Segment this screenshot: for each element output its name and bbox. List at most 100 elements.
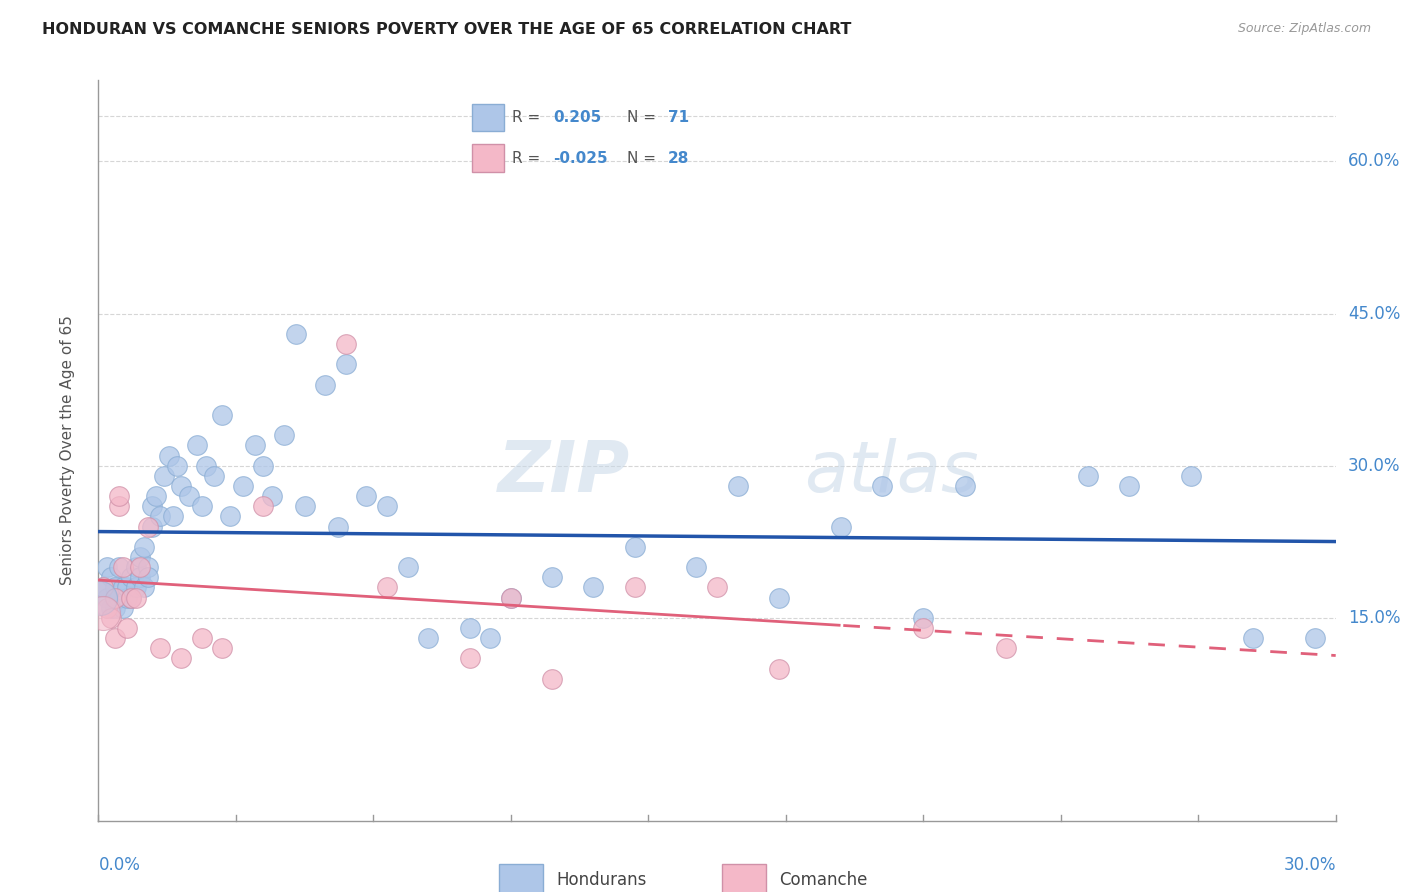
Text: 0.0%: 0.0% bbox=[98, 856, 141, 874]
Point bbox=[685, 560, 707, 574]
Point bbox=[912, 621, 935, 635]
Point bbox=[335, 337, 357, 351]
Text: 45.0%: 45.0% bbox=[1348, 304, 1400, 323]
Point bbox=[132, 540, 155, 554]
Point bbox=[219, 509, 242, 524]
Point bbox=[117, 580, 139, 594]
Point bbox=[582, 580, 605, 594]
Point bbox=[141, 500, 163, 514]
Point bbox=[112, 580, 135, 594]
Point bbox=[136, 570, 159, 584]
Point bbox=[145, 489, 167, 503]
Point bbox=[170, 479, 193, 493]
Point bbox=[124, 580, 146, 594]
Point bbox=[232, 479, 254, 493]
Point bbox=[132, 580, 155, 594]
Point bbox=[100, 570, 122, 584]
Point bbox=[458, 651, 481, 665]
Point bbox=[128, 549, 150, 564]
Point bbox=[202, 468, 225, 483]
Point bbox=[108, 591, 131, 605]
Point bbox=[1118, 479, 1140, 493]
Point bbox=[96, 600, 118, 615]
Text: atlas: atlas bbox=[804, 438, 979, 508]
Point bbox=[243, 438, 266, 452]
Point bbox=[1077, 468, 1099, 483]
Point bbox=[252, 458, 274, 473]
Point bbox=[623, 580, 645, 594]
Point bbox=[194, 458, 217, 473]
Point bbox=[1303, 631, 1326, 645]
Point bbox=[285, 326, 308, 341]
Text: 60.0%: 60.0% bbox=[1348, 153, 1400, 170]
Point bbox=[108, 489, 131, 503]
Point bbox=[623, 540, 645, 554]
Point bbox=[830, 519, 852, 533]
Point bbox=[170, 651, 193, 665]
Point bbox=[104, 591, 127, 605]
Point bbox=[260, 489, 283, 503]
Point bbox=[128, 560, 150, 574]
Point bbox=[499, 591, 522, 605]
Point bbox=[120, 570, 142, 584]
Point bbox=[356, 489, 378, 503]
Text: Source: ZipAtlas.com: Source: ZipAtlas.com bbox=[1237, 22, 1371, 36]
Point bbox=[418, 631, 440, 645]
Point bbox=[396, 560, 419, 574]
Point bbox=[768, 591, 790, 605]
Text: 15.0%: 15.0% bbox=[1348, 609, 1400, 627]
Point bbox=[326, 519, 349, 533]
Point bbox=[1180, 468, 1202, 483]
Point bbox=[112, 600, 135, 615]
Point bbox=[149, 641, 172, 656]
Point bbox=[96, 560, 118, 574]
Point bbox=[149, 509, 172, 524]
Point bbox=[186, 438, 208, 452]
Point bbox=[912, 611, 935, 625]
Point bbox=[136, 560, 159, 574]
Point bbox=[541, 570, 564, 584]
Point bbox=[166, 458, 188, 473]
Point bbox=[124, 560, 146, 574]
Point bbox=[91, 606, 114, 620]
Point bbox=[128, 570, 150, 584]
Point bbox=[100, 600, 122, 615]
Point bbox=[100, 611, 122, 625]
Point bbox=[458, 621, 481, 635]
Point bbox=[499, 591, 522, 605]
Text: ZIP: ZIP bbox=[498, 438, 630, 508]
Point bbox=[252, 500, 274, 514]
Point bbox=[104, 631, 127, 645]
Point bbox=[541, 672, 564, 686]
Point bbox=[117, 621, 139, 635]
Point bbox=[136, 519, 159, 533]
Point bbox=[211, 641, 233, 656]
Point bbox=[768, 661, 790, 675]
Point bbox=[117, 591, 139, 605]
Text: HONDURAN VS COMANCHE SENIORS POVERTY OVER THE AGE OF 65 CORRELATION CHART: HONDURAN VS COMANCHE SENIORS POVERTY OVE… bbox=[42, 22, 852, 37]
Point bbox=[190, 500, 212, 514]
Point bbox=[96, 591, 118, 605]
Point bbox=[273, 428, 295, 442]
Point bbox=[104, 580, 127, 594]
Point bbox=[124, 591, 146, 605]
Point bbox=[727, 479, 749, 493]
Point bbox=[375, 580, 398, 594]
Point bbox=[120, 591, 142, 605]
Point bbox=[706, 580, 728, 594]
Point bbox=[211, 408, 233, 422]
Text: Seniors Poverty Over the Age of 65: Seniors Poverty Over the Age of 65 bbox=[60, 316, 75, 585]
Point bbox=[294, 500, 316, 514]
Point bbox=[953, 479, 976, 493]
Point bbox=[479, 631, 502, 645]
Point bbox=[91, 580, 114, 594]
Point bbox=[108, 500, 131, 514]
Point bbox=[104, 600, 127, 615]
Point bbox=[1241, 631, 1264, 645]
Point bbox=[335, 357, 357, 371]
Point bbox=[89, 591, 111, 605]
Point bbox=[314, 377, 336, 392]
Point bbox=[91, 580, 114, 594]
Point bbox=[141, 519, 163, 533]
Point bbox=[870, 479, 893, 493]
